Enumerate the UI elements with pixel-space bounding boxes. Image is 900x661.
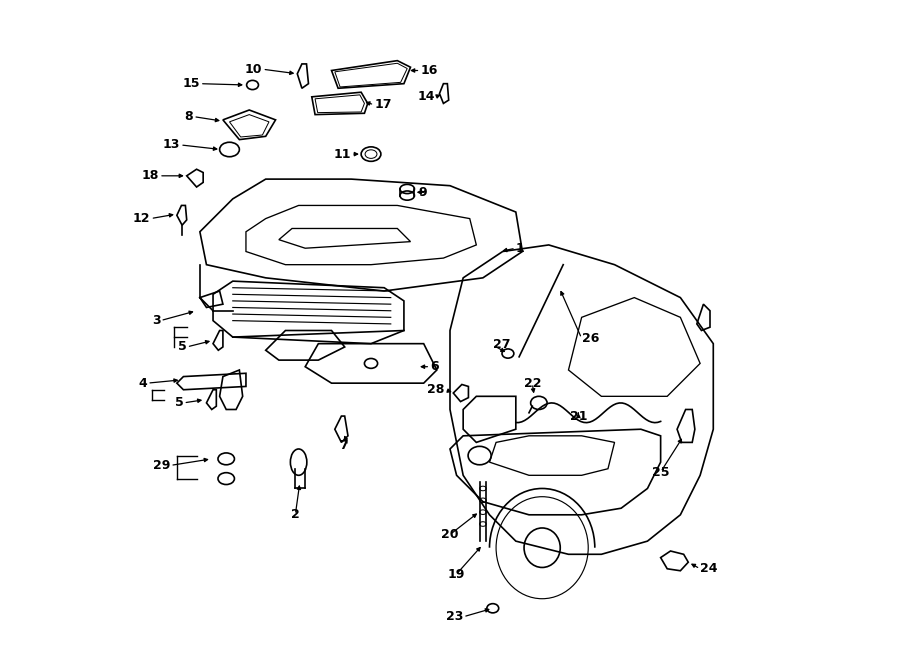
Text: 29: 29 — [153, 459, 170, 472]
Text: 21: 21 — [570, 410, 587, 422]
Text: 25: 25 — [652, 465, 670, 479]
Text: 27: 27 — [493, 338, 510, 352]
Text: 26: 26 — [581, 332, 599, 345]
Text: 10: 10 — [245, 63, 263, 76]
Text: 19: 19 — [448, 568, 465, 580]
Text: 9: 9 — [418, 186, 427, 199]
Text: 1: 1 — [516, 242, 525, 254]
Text: 3: 3 — [152, 314, 160, 327]
Text: 22: 22 — [524, 377, 541, 389]
Text: 20: 20 — [441, 528, 459, 541]
Text: 15: 15 — [183, 77, 200, 90]
Text: 4: 4 — [139, 377, 148, 389]
Text: 5: 5 — [178, 340, 186, 354]
Text: 16: 16 — [420, 64, 437, 77]
Text: 13: 13 — [163, 138, 180, 151]
Text: 7: 7 — [339, 439, 348, 452]
Text: 11: 11 — [334, 147, 351, 161]
Text: 14: 14 — [418, 91, 436, 103]
Text: 5: 5 — [175, 397, 184, 409]
Text: 2: 2 — [291, 508, 300, 522]
Text: 6: 6 — [430, 360, 439, 373]
Text: 23: 23 — [446, 610, 464, 623]
Text: 28: 28 — [428, 383, 445, 396]
Text: 8: 8 — [184, 110, 194, 123]
Text: 17: 17 — [374, 98, 392, 111]
Text: 24: 24 — [700, 563, 717, 575]
Text: 12: 12 — [133, 212, 150, 225]
Text: 18: 18 — [141, 169, 159, 182]
